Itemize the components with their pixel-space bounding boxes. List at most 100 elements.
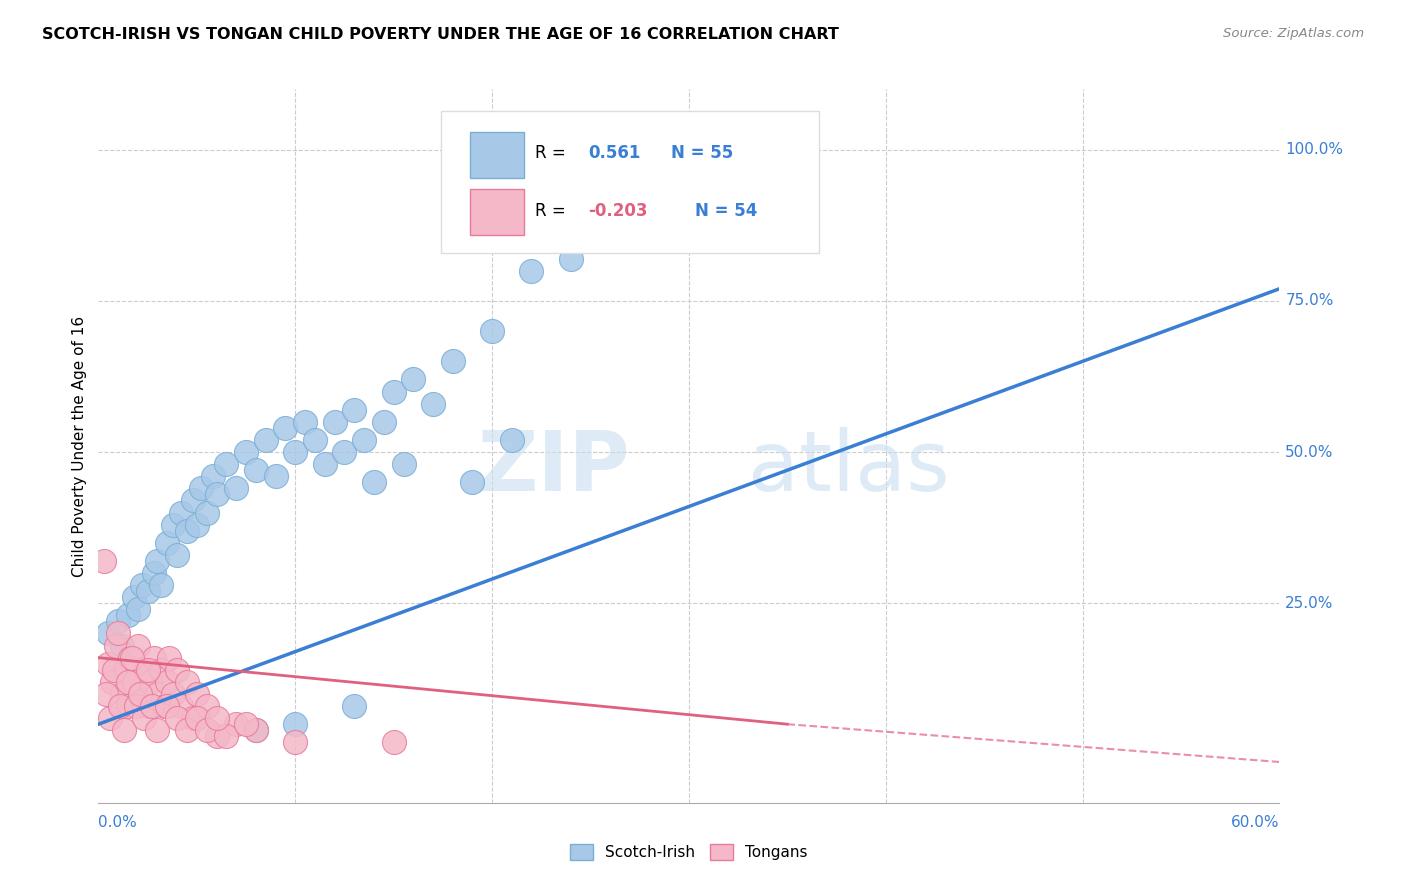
Point [195,506,218,520]
Text: -0.203: -0.203 [589,202,648,219]
Point [156,535,179,549]
Point [186,687,208,701]
Point [343,699,366,714]
Point [108,699,131,714]
Point [284,717,307,731]
Point [382,384,405,399]
Point [235,717,257,731]
Point [323,415,346,429]
Point [103,663,125,677]
Point [128,687,150,701]
Point [373,415,395,429]
Point [135,663,157,677]
Point [96,687,118,701]
Point [97,657,120,671]
Point [105,639,128,653]
Text: 75.0%: 75.0% [1285,293,1334,309]
Point [205,711,228,725]
Point [170,506,193,520]
Point [422,397,444,411]
Point [112,723,135,738]
Point [215,729,238,743]
Point [156,674,179,689]
Point [138,674,160,689]
Point [117,608,139,623]
Point [501,433,523,447]
Text: ZIP: ZIP [478,427,630,508]
Point [142,566,165,580]
Point [107,615,129,629]
Text: Source: ZipAtlas.com: Source: ZipAtlas.com [1223,27,1364,40]
Point [353,433,375,447]
Point [181,493,204,508]
FancyBboxPatch shape [471,132,523,178]
Point [441,354,464,368]
Point [118,650,141,665]
Point [162,517,184,532]
Point [190,481,212,495]
Point [619,221,641,235]
Text: 0.561: 0.561 [589,145,641,162]
Point [117,674,139,689]
Point [176,723,198,738]
Point [122,674,145,689]
Point [136,699,159,714]
Point [186,517,208,532]
Text: SCOTCH-IRISH VS TONGAN CHILD POVERTY UNDER THE AGE OF 16 CORRELATION CHART: SCOTCH-IRISH VS TONGAN CHILD POVERTY UND… [42,27,839,42]
Point [176,524,198,538]
Point [107,626,129,640]
Point [166,711,188,725]
Point [264,469,287,483]
Point [235,445,257,459]
Point [111,639,134,653]
Text: 0.0%: 0.0% [98,815,138,830]
Point [195,699,218,714]
Point [141,699,163,714]
Point [142,650,165,665]
Point [205,487,228,501]
Point [560,252,582,266]
Point [245,463,267,477]
Text: R =: R = [536,145,567,162]
Point [146,554,169,568]
Legend: Scotch-Irish, Tongans: Scotch-Irish, Tongans [564,838,814,866]
Point [481,324,503,338]
Point [146,723,169,738]
Point [98,711,121,725]
Text: 60.0%: 60.0% [1232,815,1279,830]
Point [97,626,120,640]
Point [131,578,153,592]
Point [274,421,297,435]
Point [122,590,145,604]
Point [115,663,138,677]
Point [181,711,204,725]
Point [101,674,124,689]
Point [343,402,366,417]
Point [156,699,179,714]
Text: 100.0%: 100.0% [1285,142,1343,157]
Point [162,687,184,701]
Point [127,639,149,653]
Point [363,475,385,490]
Y-axis label: Child Poverty Under the Age of 16: Child Poverty Under the Age of 16 [72,316,87,576]
Point [121,650,143,665]
Point [215,457,238,471]
Point [225,481,247,495]
Text: N = 55: N = 55 [671,145,734,162]
Text: R =: R = [536,202,567,219]
Point [150,663,173,677]
Point [284,735,307,749]
Point [254,433,277,447]
Point [136,663,159,677]
Point [392,457,415,471]
Point [195,723,218,738]
Point [678,173,700,187]
Point [225,717,247,731]
Point [131,687,153,701]
Point [117,699,139,714]
Point [294,415,316,429]
Point [166,663,188,677]
Text: 50.0%: 50.0% [1285,444,1334,459]
Point [205,729,228,743]
Point [186,711,208,725]
